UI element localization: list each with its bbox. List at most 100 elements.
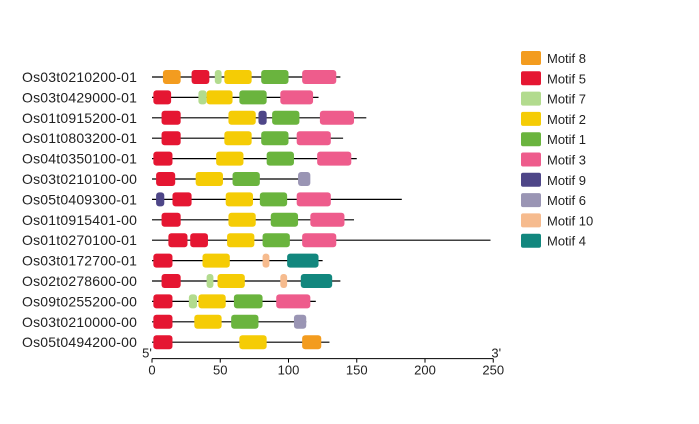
legend-label: Motif 5 [547, 71, 586, 86]
legend-item: Motif 7 [521, 91, 586, 107]
motif-box-motif-1 [262, 233, 290, 248]
axis-ticks: 0 50 100 150 200 250 [148, 358, 504, 378]
gene-label: Os09t0255200-00 [22, 293, 137, 309]
legend-swatch [521, 71, 541, 86]
motif-box-motif-7 [206, 274, 214, 288]
motif-box-motif-9 [156, 192, 165, 207]
gene-row: Os03t0429000-01 [22, 89, 319, 105]
motif-box-motif-3 [296, 131, 331, 146]
motif-box-motif-5 [153, 294, 173, 309]
motif-box-motif-5 [168, 233, 188, 248]
motif-box-motif-10 [262, 253, 270, 268]
motif-box-motif-3 [310, 212, 345, 227]
gene-rows: Os03t0210200-01 Os03t0429000-01 Os01t09152… [22, 69, 491, 350]
gene-row: Os03t0210100-00 [22, 171, 311, 187]
motif-box-motif-2 [198, 294, 226, 309]
gene-label: Os01t0270100-01 [22, 232, 137, 248]
motif-box-motif-5 [190, 233, 208, 248]
motif-box-motif-2 [206, 90, 233, 105]
motif-box-motif-1 [231, 314, 259, 329]
motif-box-motif-2 [224, 131, 252, 146]
motif-box-motif-7 [188, 294, 198, 309]
legend-swatch [521, 152, 541, 167]
gene-row: Os05t0409300-01 [22, 191, 402, 207]
gene-label: Os04t0350100-01 [22, 151, 137, 167]
motif-box-motif-1 [233, 294, 263, 309]
motif-box-motif-1 [239, 90, 267, 105]
legend-item: Motif 4 [521, 233, 586, 249]
motif-box-motif-3 [319, 110, 355, 125]
motif-box-motif-5 [156, 172, 176, 186]
legend-swatch [521, 51, 541, 65]
motif-box-motif-2 [227, 233, 255, 248]
motif-box-motif-3 [302, 233, 337, 248]
legend-item: Motif 2 [521, 111, 586, 127]
motif-box-motif-5 [161, 212, 181, 227]
legend-item: Motif 6 [521, 193, 586, 208]
legend-swatch [521, 213, 541, 228]
motif-box-motif-2 [195, 172, 223, 186]
motif-box-motif-5 [161, 131, 181, 146]
legend-swatch [521, 111, 541, 126]
motif-box-motif-1 [232, 172, 260, 186]
legend-label: Motif 9 [547, 173, 586, 188]
position-axis: 0 50 100 150 200 250 5' 3' [142, 346, 504, 378]
gene-row: Os03t0172700-01 [22, 253, 323, 269]
gene-row: Os05t0494200-00 [22, 334, 330, 350]
gene-label: Os01t0803200-01 [22, 130, 137, 146]
gene-label: Os03t0210000-00 [22, 314, 137, 330]
gene-row: Os01t0270100-01 [22, 232, 491, 248]
legend-item: Motif 8 [521, 51, 586, 66]
motif-box-motif-5 [161, 110, 181, 125]
motif-box-motif-5 [153, 335, 173, 350]
motif-box-motif-1 [259, 192, 288, 207]
motif-box-motif-8 [162, 70, 181, 84]
legend-label: Motif 1 [547, 132, 586, 147]
motif-box-motif-10 [280, 274, 288, 288]
motif-box-motif-1 [272, 110, 300, 125]
motif-box-motif-9 [258, 110, 267, 125]
motif-box-motif-5 [153, 314, 173, 329]
legend-label: Motif 8 [547, 51, 586, 66]
axis-5-prime-label: 5' [142, 346, 152, 361]
motif-box-motif-1 [270, 212, 299, 227]
gene-label: Os03t0172700-01 [22, 253, 137, 269]
motif-box-motif-5 [161, 274, 181, 288]
gene-label: Os03t0210100-00 [22, 171, 137, 187]
gene-label: Os05t0494200-00 [22, 334, 137, 350]
axis-tick-label: 250 [482, 363, 504, 378]
motif-box-motif-7 [198, 90, 207, 105]
axis-tick-label: 0 [148, 363, 155, 378]
legend-item: Motif 10 [521, 213, 593, 228]
gene-label: Os05t0409300-01 [22, 191, 137, 207]
gene-row: Os03t0210200-01 [22, 69, 341, 85]
motif-box-motif-5 [172, 192, 192, 207]
axis-tick-label: 50 [213, 363, 227, 378]
axis-tick-label: 200 [414, 363, 436, 378]
gene-row: Os01t0803200-01 [22, 130, 344, 146]
motif-box-motif-1 [261, 70, 289, 84]
gene-label: Os01t0915401-00 [22, 212, 137, 228]
motif-box-motif-3 [276, 294, 311, 309]
legend-swatch [521, 172, 541, 187]
gene-label: Os01t0915200-01 [22, 110, 137, 126]
motif-box-motif-7 [214, 70, 222, 84]
gene-label: Os03t0210200-01 [22, 69, 137, 85]
legend-label: Motif 4 [547, 234, 586, 249]
legend-swatch [521, 132, 541, 147]
motif-box-motif-2 [217, 274, 245, 288]
motif-box-motif-5 [153, 151, 173, 166]
motif-box-motif-2 [216, 151, 244, 166]
axis-tick-label: 100 [278, 363, 300, 378]
motif-box-motif-1 [266, 151, 294, 166]
motif-box-motif-2 [228, 110, 256, 125]
legend-label: Motif 10 [547, 213, 593, 228]
legend-item: Motif 9 [521, 172, 586, 188]
motif-box-motif-6 [298, 172, 311, 186]
legend-item: Motif 3 [521, 152, 586, 168]
motif-box-motif-5 [153, 90, 172, 105]
gene-row: Os04t0350100-01 [22, 151, 357, 167]
gene-row: Os02t0278600-00 [22, 273, 341, 289]
motif-box-motif-2 [224, 70, 252, 84]
